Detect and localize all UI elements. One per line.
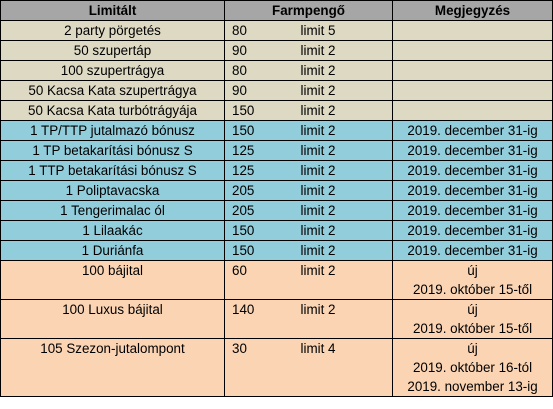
item-cell: 50 Kacsa Kata szupertrágya bbox=[0, 80, 225, 101]
price-cell: 205 bbox=[224, 180, 290, 201]
limit-cell: limit 2 bbox=[289, 140, 394, 161]
note-cell: új 2019. október 15-től bbox=[392, 299, 553, 339]
item-cell: 100 szupertrágya bbox=[0, 60, 225, 81]
note-cell: 2019. december 31-ig bbox=[392, 120, 553, 141]
price-cell: 125 bbox=[224, 160, 290, 181]
table-body: 2 party pörgetés 80 limit 5 50 szupertáp 90 l… bbox=[0, 20, 553, 397]
limit-cell: limit 2 bbox=[289, 220, 394, 241]
price-cell: 150 bbox=[224, 100, 290, 121]
limit-cell: limit 2 bbox=[289, 299, 394, 339]
price-cell: 90 bbox=[224, 40, 290, 61]
item-cell: 105 Szezon-jutalompont bbox=[0, 338, 225, 397]
item-cell: 1 TP betakarítási bónusz S bbox=[0, 140, 225, 161]
limit-cell: limit 2 bbox=[289, 180, 394, 201]
table-row: 105 Szezon-jutalompont 30 limit 4 új 2019. o… bbox=[0, 338, 553, 397]
note-line: 2019. december 31-ig bbox=[407, 203, 538, 218]
limit-cell: limit 2 bbox=[289, 120, 394, 141]
note-line: 2019. december 31-ig bbox=[407, 163, 538, 178]
limit-cell: limit 2 bbox=[289, 40, 394, 61]
table-row: 1 TTP betakarítási bónusz S 125 limit 2 201… bbox=[0, 160, 553, 181]
limit-cell: limit 2 bbox=[289, 100, 394, 121]
price-cell: 60 bbox=[224, 260, 290, 300]
note-cell bbox=[392, 20, 553, 41]
limit-cell: limit 2 bbox=[289, 260, 394, 300]
item-cell: 1 Lilaakác bbox=[0, 220, 225, 241]
header-note: Megjegyzés bbox=[392, 0, 553, 21]
table-row: 2 party pörgetés 80 limit 5 bbox=[0, 20, 553, 41]
note-cell bbox=[392, 80, 553, 101]
note-line: 2019. december 31-ig bbox=[407, 223, 538, 238]
note-line: 2019. december 31-ig bbox=[407, 123, 538, 138]
note-cell bbox=[392, 100, 553, 121]
farmpengo-limited-table: Limitált Farmpengő Megjegyzés 2 party pö… bbox=[0, 0, 553, 397]
limit-cell: limit 5 bbox=[289, 20, 394, 41]
note-cell: 2019. december 31-ig bbox=[392, 180, 553, 201]
note-line: 2019. december 31-ig bbox=[407, 143, 538, 158]
table-row: 50 Kacsa Kata szupertrágya 90 limit 2 bbox=[0, 80, 553, 101]
header-item: Limitált bbox=[0, 0, 225, 21]
note-cell: 2019. december 31-ig bbox=[392, 140, 553, 161]
item-cell: 50 Kacsa Kata turbótrágyája bbox=[0, 100, 225, 121]
price-cell: 150 bbox=[224, 120, 290, 141]
note-line: 2019. december 31-ig bbox=[407, 243, 538, 258]
note-line: 2019. november 13-ig bbox=[407, 379, 538, 394]
note-cell: új 2019. október 16-tól 2019. november 13-… bbox=[392, 338, 553, 397]
item-cell: 1 Poliptavacska bbox=[0, 180, 225, 201]
item-cell: 1 TP/TTP jutalmazó bónusz bbox=[0, 120, 225, 141]
item-cell: 1 Duriánfa bbox=[0, 240, 225, 261]
limit-cell: limit 2 bbox=[289, 240, 394, 261]
price-cell: 125 bbox=[224, 140, 290, 161]
limit-cell: limit 4 bbox=[289, 338, 394, 397]
item-cell: 1 Tengerimalac ól bbox=[0, 200, 225, 221]
table-row: 50 Kacsa Kata turbótrágyája 150 limit 2 bbox=[0, 100, 553, 121]
price-cell: 140 bbox=[224, 299, 290, 339]
item-cell: 100 bájital bbox=[0, 260, 225, 300]
price-cell: 80 bbox=[224, 20, 290, 41]
price-cell: 90 bbox=[224, 80, 290, 101]
note-cell: 2019. december 31-ig bbox=[392, 240, 553, 261]
table-row: 50 szupertáp 90 limit 2 bbox=[0, 40, 553, 61]
limit-cell: limit 2 bbox=[289, 160, 394, 181]
table-row: 1 TP betakarítási bónusz S 125 limit 2 2019… bbox=[0, 140, 553, 161]
price-cell: 205 bbox=[224, 200, 290, 221]
table-row: 100 bájital 60 limit 2 új 2019. október 15-t… bbox=[0, 260, 553, 300]
table-row: 1 Tengerimalac ól 205 limit 2 2019. decembe… bbox=[0, 200, 553, 221]
note-cell: 2019. december 31-ig bbox=[392, 200, 553, 221]
item-cell: 1 TTP betakarítási bónusz S bbox=[0, 160, 225, 181]
price-cell: 150 bbox=[224, 240, 290, 261]
note-line: 2019. október 15-től bbox=[412, 321, 533, 336]
note-line: új bbox=[467, 302, 478, 317]
note-cell bbox=[392, 40, 553, 61]
table-row: 1 Duriánfa 150 limit 2 2019. december 31-ig bbox=[0, 240, 553, 261]
item-cell: 50 szupertáp bbox=[0, 40, 225, 61]
table-row: 1 TP/TTP jutalmazó bónusz 150 limit 2 2019.… bbox=[0, 120, 553, 141]
limit-cell: limit 2 bbox=[289, 60, 394, 81]
limit-cell: limit 2 bbox=[289, 80, 394, 101]
header-row: Limitált Farmpengő Megjegyzés bbox=[0, 0, 553, 21]
note-cell: 2019. december 31-ig bbox=[392, 220, 553, 241]
table-row: 1 Poliptavacska 205 limit 2 2019. december … bbox=[0, 180, 553, 201]
note-line: új bbox=[467, 263, 478, 278]
header-price: Farmpengő bbox=[223, 0, 394, 21]
note-cell: 2019. december 31-ig bbox=[392, 160, 553, 181]
price-cell: 150 bbox=[224, 220, 290, 241]
price-cell: 80 bbox=[224, 60, 290, 81]
table-row: 100 Luxus bájital 140 limit 2 új 2019. októb… bbox=[0, 299, 553, 339]
note-line: 2019. október 16-tól bbox=[412, 360, 533, 375]
note-line: 2019. október 15-től bbox=[412, 282, 533, 297]
note-cell bbox=[392, 60, 553, 81]
table-row: 1 Lilaakác 150 limit 2 2019. december 31-ig bbox=[0, 220, 553, 241]
price-cell: 30 bbox=[224, 338, 290, 397]
limit-cell: limit 2 bbox=[289, 200, 394, 221]
item-cell: 100 Luxus bájital bbox=[0, 299, 225, 339]
table-row: 100 szupertrágya 80 limit 2 bbox=[0, 60, 553, 81]
note-cell: új 2019. október 15-től bbox=[392, 260, 553, 300]
note-line: új bbox=[467, 341, 478, 356]
item-cell: 2 party pörgetés bbox=[0, 20, 225, 41]
note-line: 2019. december 31-ig bbox=[407, 183, 538, 198]
